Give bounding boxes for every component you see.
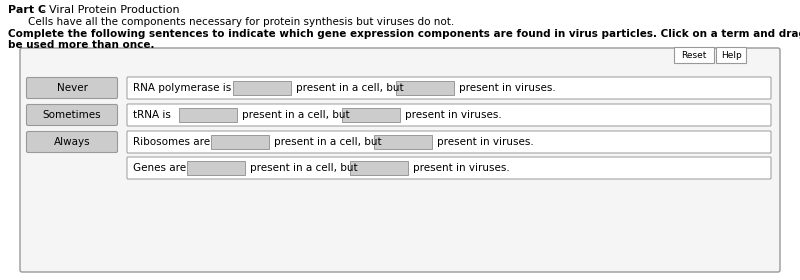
FancyBboxPatch shape [26, 132, 118, 153]
FancyBboxPatch shape [127, 131, 771, 153]
Text: present in viruses.: present in viruses. [413, 163, 510, 173]
Text: be used more than once.: be used more than once. [8, 40, 154, 50]
FancyBboxPatch shape [211, 135, 269, 149]
Text: present in a cell, but: present in a cell, but [242, 110, 350, 120]
FancyBboxPatch shape [20, 48, 780, 272]
Text: - Viral Protein Production: - Viral Protein Production [38, 5, 180, 15]
FancyBboxPatch shape [127, 104, 771, 126]
Text: Genes are: Genes are [133, 163, 186, 173]
Text: present in a cell, but: present in a cell, but [296, 83, 404, 93]
FancyBboxPatch shape [674, 47, 714, 63]
Text: Always: Always [54, 137, 90, 147]
FancyBboxPatch shape [396, 81, 454, 95]
Text: Reset: Reset [682, 50, 706, 60]
FancyBboxPatch shape [127, 77, 771, 99]
FancyBboxPatch shape [350, 161, 408, 175]
FancyBboxPatch shape [374, 135, 432, 149]
Text: tRNA is: tRNA is [133, 110, 171, 120]
FancyBboxPatch shape [342, 108, 400, 122]
Text: present in viruses.: present in viruses. [437, 137, 534, 147]
FancyBboxPatch shape [233, 81, 291, 95]
FancyBboxPatch shape [187, 161, 245, 175]
FancyBboxPatch shape [127, 157, 771, 179]
Text: Help: Help [721, 50, 742, 60]
Text: Complete the following sentences to indicate which gene expression components ar: Complete the following sentences to indi… [8, 29, 800, 39]
Text: Never: Never [57, 83, 87, 93]
FancyBboxPatch shape [26, 78, 118, 99]
FancyBboxPatch shape [26, 104, 118, 125]
Text: Part C: Part C [8, 5, 46, 15]
Text: present in a cell, but: present in a cell, but [274, 137, 382, 147]
Text: present in viruses.: present in viruses. [405, 110, 502, 120]
Text: Cells have all the components necessary for protein synthesis but viruses do not: Cells have all the components necessary … [28, 17, 454, 27]
FancyBboxPatch shape [716, 47, 746, 63]
Text: Sometimes: Sometimes [42, 110, 102, 120]
Text: RNA polymerase is: RNA polymerase is [133, 83, 231, 93]
FancyBboxPatch shape [179, 108, 237, 122]
Text: present in viruses.: present in viruses. [459, 83, 556, 93]
Text: Ribosomes are: Ribosomes are [133, 137, 210, 147]
Text: present in a cell, but: present in a cell, but [250, 163, 358, 173]
